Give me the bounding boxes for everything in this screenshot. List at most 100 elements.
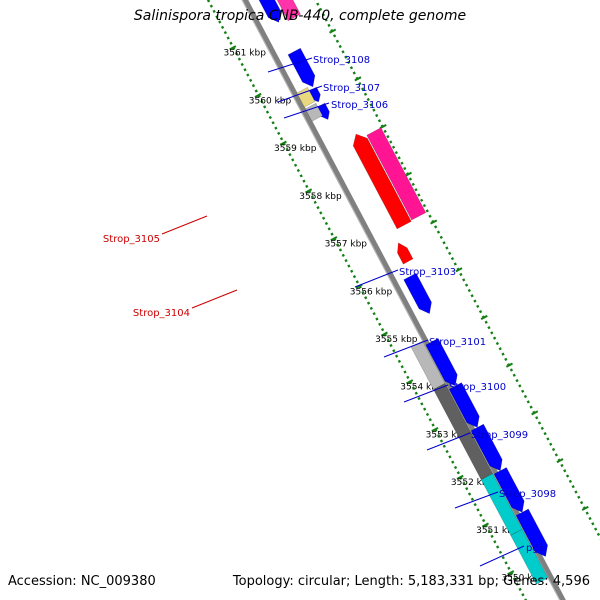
rail-dot [218,20,222,24]
rail-dot [383,129,387,133]
rail-dot [515,378,519,383]
rail-dot [394,354,399,358]
ruler-label: 3555 kbp [375,335,418,345]
rail-dot [296,168,300,173]
gene-label-strop-3099[interactable]: Strop_3099 [471,430,528,441]
gene-arrow[interactable] [264,0,301,22]
rail-dot [229,41,233,45]
accession-text: Accession: NC_009380 [8,574,156,589]
gene-label-strop-3107[interactable]: Strop_3107 [323,83,380,94]
rail-dot [535,416,539,420]
rail-dot [279,137,284,141]
gene-arrow[interactable] [403,272,432,315]
rail-dot [372,312,376,316]
gene-label-strop-3103[interactable]: Strop_3103 [399,267,456,278]
gene-arrow[interactable] [296,86,316,108]
rail-dot [425,209,429,213]
gene-track [250,0,549,585]
gene-arrow[interactable] [352,133,412,230]
rail-dot [509,368,514,372]
gene-label-strop-3106[interactable]: Strop_3106 [331,100,388,111]
rail-dot [375,113,379,118]
rail-dot [268,115,272,120]
major-tick [354,76,362,82]
rail-dot [420,402,424,406]
rail-dot [507,566,511,570]
rail-dot [537,421,542,425]
rail-dot [316,2,320,6]
rail-dot [470,294,474,298]
gene-arrow[interactable] [515,508,548,557]
rail-dot [456,471,460,475]
rail-dot [254,89,258,93]
label-leader [283,102,330,119]
rail-dot [549,442,553,446]
rail-dot [501,352,505,356]
ruler-label: 3558 kbp [299,192,342,202]
genome-title: Salinispora tropica CNB-440, complete ge… [133,8,467,24]
rail-dot [369,306,373,311]
label-leader [479,545,525,567]
rail-dot [361,290,365,295]
ruler-tick [456,474,464,480]
rail-dot [577,495,581,499]
rail-dot [316,206,320,210]
backbone-highlight [241,0,561,600]
gene-label-strop-3105[interactable]: Strop_3105 [103,234,160,245]
rail-dot [251,84,256,88]
gene-arrow[interactable] [250,0,282,23]
rail-dot [529,405,533,409]
rail-dot [436,230,441,234]
rail-dot [243,68,247,72]
gene-label-strop-3101[interactable]: Strop_3101 [429,337,486,348]
rail-dot [560,463,564,468]
rail-dot [397,156,401,160]
rail-dot [411,386,416,390]
ruler-label: 3554 kbp [400,383,443,393]
gene-label-strop-3100[interactable]: Strop_3100 [449,382,506,393]
rail-dot [462,481,466,485]
rail-dot [501,555,505,560]
rail-dot [336,243,340,247]
rail-dot [465,487,469,491]
gene-label-pgk[interactable]: pgk [526,543,545,554]
rail-dot [347,264,351,268]
rail-dot [249,78,253,82]
ruler-tick [406,379,414,385]
gene-arrow[interactable] [366,127,427,221]
rail-dot [330,232,334,236]
rail-dot [209,4,213,8]
gene-label-strop-3108[interactable]: Strop_3108 [313,55,370,66]
rail-dot [568,479,572,483]
rail-dot [341,50,345,54]
rail-dot [490,534,494,539]
rail-dot [335,39,340,43]
gene-arrow[interactable] [425,337,458,387]
gene-arrow[interactable] [493,467,525,513]
rail-dot [375,317,379,321]
rail-dot [554,453,558,457]
ruler-tick [279,140,287,146]
gene-arrow[interactable] [397,242,414,265]
gene-arrow[interactable] [510,528,549,585]
gene-arrow[interactable] [287,47,316,88]
rail-dot [476,508,480,512]
gene-label-strop-3104[interactable]: Strop_3104 [133,308,190,319]
rail-dot [265,110,270,114]
gene-arrow[interactable] [448,382,480,428]
label-leader [383,339,429,358]
major-tick [480,314,488,320]
rail-dot [391,145,396,149]
rail-dot [492,336,497,340]
gene-arrow[interactable] [470,423,503,472]
ruler-label: 3556 kbp [350,287,393,297]
rail-dot [355,280,359,284]
rail-dot [448,455,452,459]
gene-label-strop-3098[interactable]: Strop_3098 [499,489,556,500]
gene-arrow[interactable] [304,102,323,122]
rail-dot [364,296,368,300]
rail-dot [327,23,331,27]
rail-dot [417,396,421,401]
rail-dot [450,257,455,261]
rail-dot [439,439,444,443]
